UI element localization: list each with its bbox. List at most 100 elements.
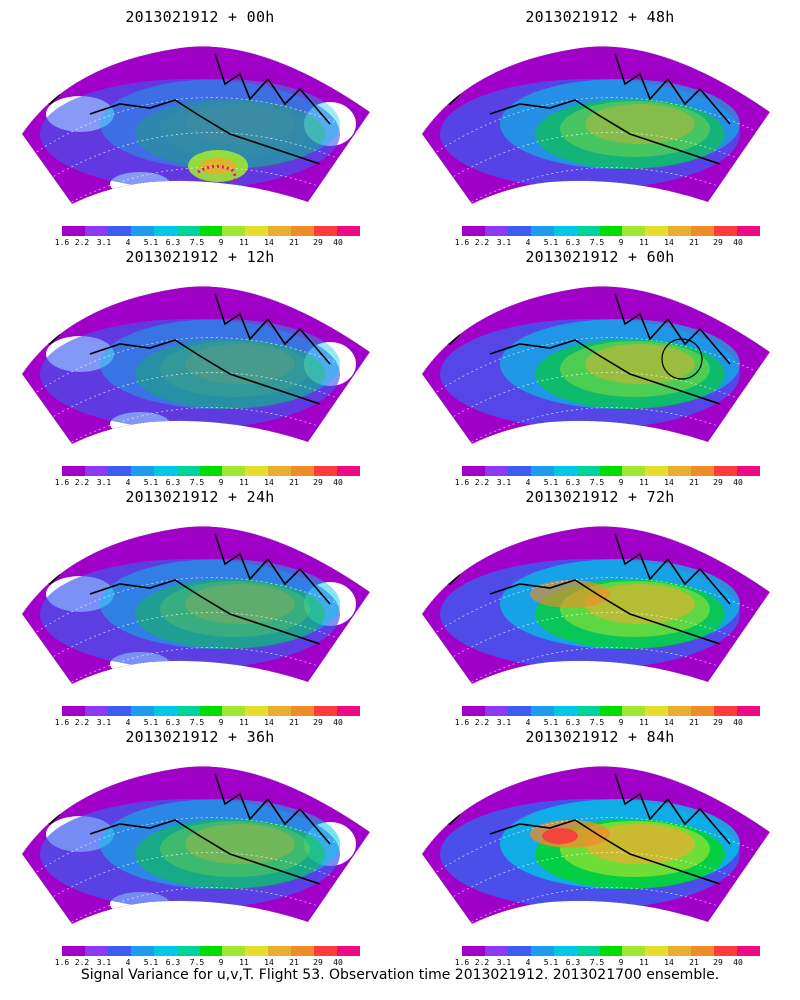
colorbar-swatch <box>291 466 315 476</box>
colorbar-swatch <box>668 946 692 956</box>
colorbar-swatch <box>107 226 131 236</box>
colorbar-label: 2.2 <box>74 478 90 487</box>
colorbar-swatch <box>668 226 692 236</box>
colorbar-swatch <box>268 706 292 716</box>
colorbar-swatch <box>507 706 531 716</box>
colorbar-label: 9 <box>618 718 624 727</box>
colorbar-swatch <box>314 466 338 476</box>
colorbar-swatch <box>553 946 577 956</box>
colorbar-label: 29 <box>713 958 723 967</box>
variance-map <box>21 526 371 685</box>
colorbar-label: 6.3 <box>165 478 181 487</box>
colorbar-swatch <box>268 226 292 236</box>
colorbar-swatch <box>462 946 485 956</box>
colorbar-swatch <box>337 706 360 716</box>
graticule-line <box>422 337 770 404</box>
colorbar-label: 5.1 <box>143 238 159 247</box>
colorbar-swatch <box>462 466 485 476</box>
colorbar-label: 7.5 <box>589 958 605 967</box>
colorbar-swatch <box>130 946 154 956</box>
colorbar <box>62 946 360 956</box>
variance-map <box>421 526 771 685</box>
graticule-line <box>422 817 770 884</box>
colorbar-swatch <box>462 706 485 716</box>
colorbar-label: 29 <box>313 958 323 967</box>
colorbar-swatch <box>84 946 108 956</box>
variance-map <box>21 286 371 445</box>
variance-field <box>100 79 340 169</box>
colorbar-label: 11 <box>239 238 249 247</box>
colorbar-label: 6.3 <box>165 238 181 247</box>
colorbar-label: 29 <box>313 718 323 727</box>
colorbar-swatch <box>199 226 223 236</box>
colorbar <box>62 226 360 236</box>
colorbar-swatch <box>222 226 246 236</box>
colorbar-swatch <box>291 706 315 716</box>
colorbar-label: 5.1 <box>543 718 559 727</box>
colorbar-swatch <box>245 466 269 476</box>
colorbar-label: 1.6 <box>454 718 470 727</box>
colorbar-label: 11 <box>639 958 649 967</box>
variance-field <box>585 824 695 864</box>
colorbar-swatch <box>691 946 715 956</box>
colorbar-label: 21 <box>289 238 299 247</box>
colorbar-swatch <box>268 946 292 956</box>
panel-title: 2013021912 + 12h <box>125 248 275 266</box>
colorbar-label: 11 <box>639 238 649 247</box>
colorbar-label: 4 <box>525 958 531 967</box>
colorbar-swatch <box>530 946 554 956</box>
colorbar-label: 5.1 <box>543 478 559 487</box>
colorbar-swatch <box>176 706 200 716</box>
colorbar-label: 5.1 <box>143 478 159 487</box>
colorbar-swatch <box>291 946 315 956</box>
colorbar-label: 1.6 <box>54 718 70 727</box>
colorbar-swatch <box>199 466 223 476</box>
variance-field <box>185 344 295 384</box>
colorbar-label: 3.1 <box>496 478 512 487</box>
colorbar-swatch <box>176 226 200 236</box>
colorbar-label: 21 <box>289 718 299 727</box>
colorbar-label: 29 <box>313 478 323 487</box>
colorbar-label: 40 <box>333 238 343 247</box>
colorbar-label: 40 <box>733 718 743 727</box>
colorbar-swatch <box>314 226 338 236</box>
graticule-line <box>422 852 770 919</box>
colorbar-label: 40 <box>733 238 743 247</box>
colorbar-swatch <box>199 706 223 716</box>
colorbar-swatch <box>314 706 338 716</box>
colorbar-label: 5.1 <box>543 238 559 247</box>
colorbar-swatch <box>507 466 531 476</box>
colorbar-label: 14 <box>264 718 274 727</box>
colorbar-label: 21 <box>689 958 699 967</box>
colorbar-swatch <box>153 946 177 956</box>
graticule-line <box>22 132 370 199</box>
colorbar-swatch <box>462 226 485 236</box>
colorbar <box>462 226 760 236</box>
colorbar-label: 5.1 <box>143 718 159 727</box>
colorbar-label: 4 <box>525 238 531 247</box>
graticule-line <box>22 372 370 439</box>
colorbar-swatch <box>714 226 738 236</box>
colorbar-label: 6.3 <box>565 238 581 247</box>
colorbar-label: 7.5 <box>589 238 605 247</box>
forecast-panel: 2013021912 + 48h 1.6 2.2 3.1 4 5.1 6.3 7.5 9 11 14… <box>400 4 800 252</box>
colorbar-label: 1.6 <box>454 478 470 487</box>
colorbar-swatch <box>599 946 623 956</box>
colorbar-label: 11 <box>239 958 249 967</box>
colorbar-label: 4 <box>525 718 531 727</box>
colorbar-label: 40 <box>333 478 343 487</box>
forecast-panel: 2013021912 + 24h 1.6 2.2 3.1 4 5.1 6.3 7.5 9 11 14… <box>0 484 400 732</box>
graticule-line <box>422 97 770 164</box>
variance-field <box>185 824 295 864</box>
colorbar-label: 3.1 <box>496 718 512 727</box>
colorbar-label: 9 <box>218 478 224 487</box>
colorbar-swatch <box>268 466 292 476</box>
graticule-line <box>422 612 770 679</box>
colorbar-swatch <box>245 946 269 956</box>
colorbar-label: 1.6 <box>454 238 470 247</box>
colorbar-label: 7.5 <box>589 718 605 727</box>
variance-field <box>100 799 340 889</box>
colorbar-label: 40 <box>733 478 743 487</box>
colorbar-swatch <box>599 706 623 716</box>
variance-field <box>185 104 295 144</box>
